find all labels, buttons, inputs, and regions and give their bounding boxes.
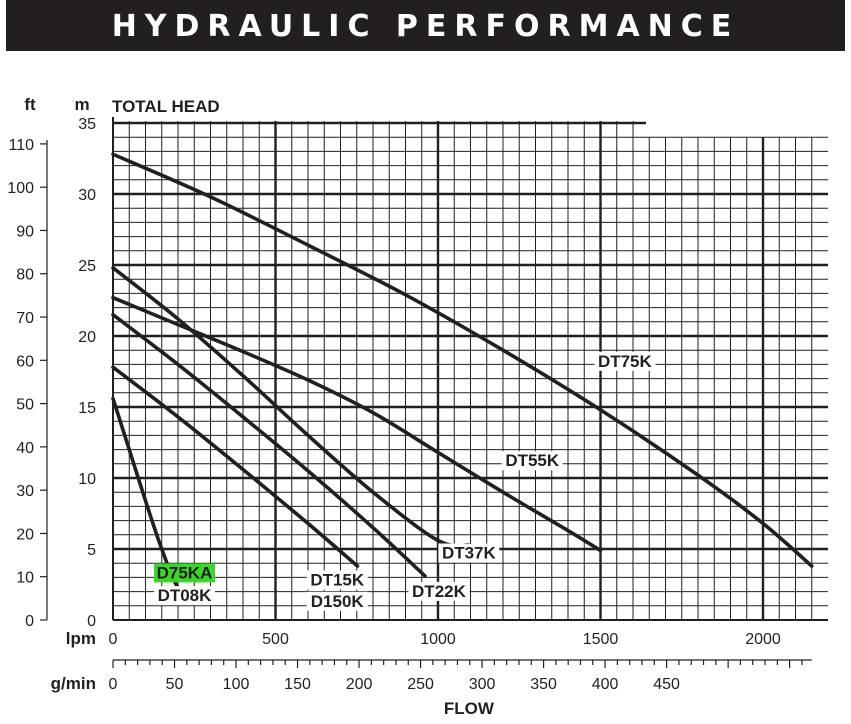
curve-label-bg-dt75k [594, 351, 656, 371]
y-tick-label-m: 35 [78, 116, 96, 133]
y-tick-label-ft: 70 [16, 310, 34, 327]
x-tick-label-lpm: 0 [109, 631, 118, 648]
page-title: HYDRAULIC PERFORMANCE [111, 9, 740, 44]
y-tick-label-ft: 60 [16, 353, 34, 370]
curve-label-bg-dt15k [306, 570, 368, 590]
curve-dt55k [111, 295, 603, 553]
curve-label-dt75k: DT75K [598, 352, 653, 371]
y-tick-label-m: 25 [78, 258, 96, 275]
x-tick-label-gpm: 300 [469, 676, 496, 693]
curve-label-dt15k: DT15K [310, 571, 365, 590]
curve-label-d150k: D150K [311, 592, 365, 611]
y-tick-label-ft: 40 [16, 440, 34, 457]
x-tick-label-gpm: 50 [166, 676, 184, 693]
title-banner: HYDRAULIC PERFORMANCE [6, 0, 845, 51]
gpm-unit-label: g/min [51, 674, 96, 693]
y-tick-label-m: 30 [78, 187, 96, 204]
y-tick-label-ft: 10 [16, 570, 34, 587]
x-tick-label-gpm: 450 [653, 676, 680, 693]
y-tick-label-m: 10 [78, 471, 96, 488]
curve-label-bg-dt08k [154, 586, 215, 606]
y-tick-label-m: 5 [87, 542, 96, 559]
axes: 051015202530350102030405060708090100110f… [7, 95, 828, 718]
curve-dt15k [111, 365, 360, 568]
grid [113, 121, 828, 620]
x-tick-label-gpm: 350 [530, 676, 557, 693]
x-tick-label-lpm: 1500 [583, 631, 619, 648]
y-tick-label-ft: 100 [7, 180, 34, 197]
curve-label-bg-dt55k [501, 451, 563, 471]
x-tick-label-gpm: 100 [223, 676, 250, 693]
y-tick-label-m: 0 [87, 613, 96, 630]
curve-label-dt37k: DT37K [442, 544, 497, 563]
y-tick-label-m: 20 [78, 329, 96, 346]
x-tick-label-lpm: 500 [262, 631, 289, 648]
curves [111, 152, 814, 601]
curve-label-dt08k: DT08K [158, 586, 213, 605]
y-tick-label-ft: 110 [8, 137, 34, 154]
y-tick-label-m: 15 [78, 400, 96, 417]
curve-label-bg-d150k [306, 591, 368, 611]
curve-labels: DT75K DT55K DT37K DT22K DT15K D150K D75KA DT08K [154, 351, 656, 611]
x-tick-label-gpm: 200 [346, 676, 373, 693]
x-tick-label-gpm: 150 [284, 676, 311, 693]
y-tick-label-ft: 0 [25, 613, 34, 630]
x-tick-label-gpm: 400 [592, 676, 619, 693]
curve-dt22k [111, 312, 427, 578]
y-axis-title: TOTAL HEAD [112, 97, 220, 116]
curve-dt75k [111, 152, 814, 568]
curve-label-bg-d75ka [154, 563, 215, 583]
curve-label-dt55k: DT55K [505, 451, 560, 470]
curve-label-bg-dt37k [438, 543, 500, 563]
y-tick-label-ft: 50 [16, 397, 34, 414]
m-unit-label: m [74, 95, 89, 114]
curve-label-d75ka: D75KA [157, 563, 213, 582]
y-tick-label-ft: 80 [16, 267, 34, 284]
curve-dt37k [111, 266, 473, 548]
x-tick-label-lpm: 1000 [420, 631, 456, 648]
y-tick-label-ft: 20 [16, 526, 34, 543]
x-tick-label-gpm: 0 [109, 676, 118, 693]
y-tick-label-ft: 30 [16, 483, 34, 500]
ft-unit-label: ft [24, 95, 36, 114]
curve-label-bg-dt22k [408, 581, 470, 601]
x-tick-label-gpm: 250 [407, 676, 434, 693]
y-tick-label-ft: 90 [16, 223, 34, 240]
x-tick-label-lpm: 2000 [745, 631, 781, 648]
x-axis-title: FLOW [444, 699, 495, 718]
curve-label-dt22k: DT22K [412, 582, 467, 601]
lpm-unit-label: lpm [66, 629, 96, 648]
